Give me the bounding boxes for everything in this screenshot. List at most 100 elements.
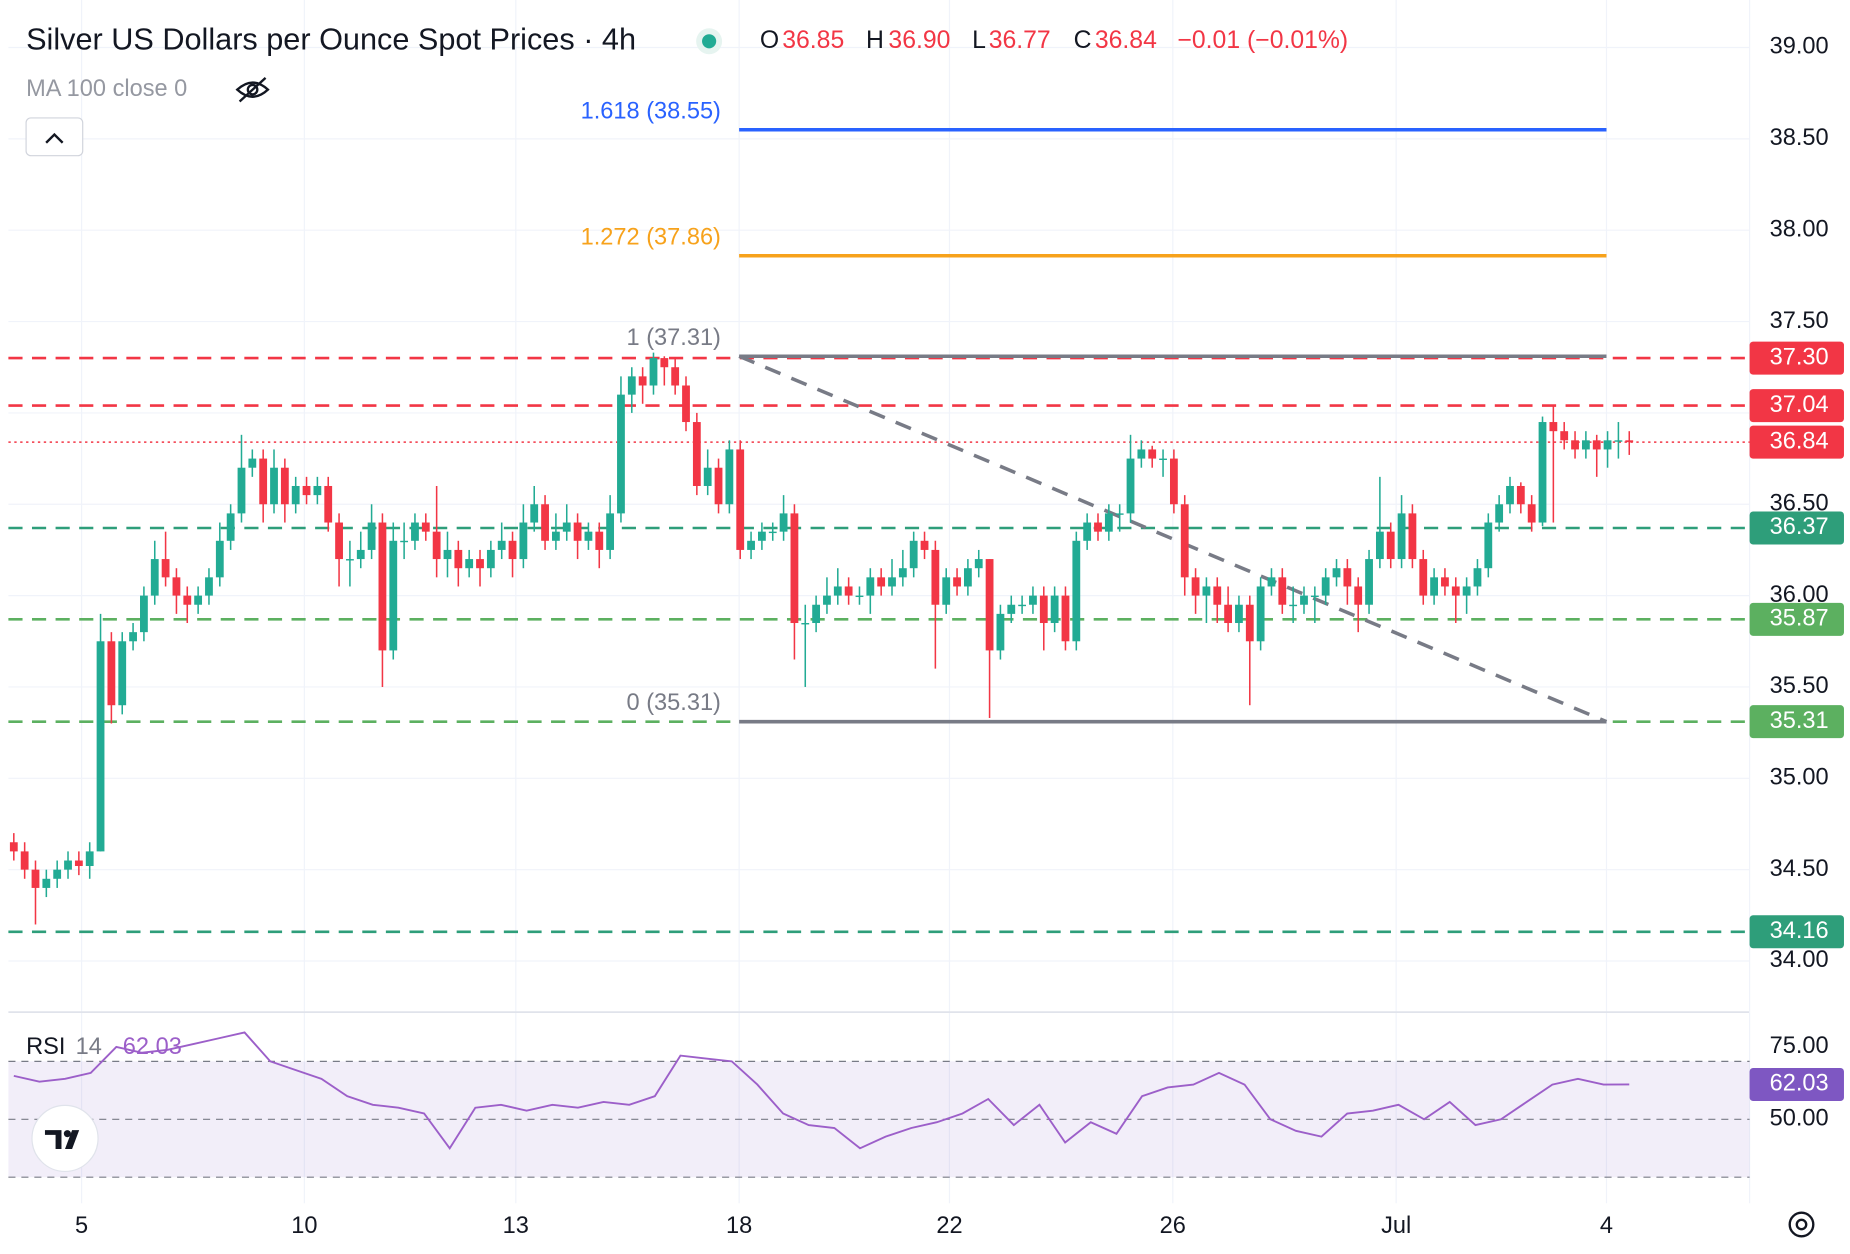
candle-body	[1375, 531, 1384, 560]
chart-title: Silver US Dollars per Ounce Spot Prices …	[26, 22, 636, 56]
candle-body	[1224, 604, 1233, 624]
rsi-tick-label: 50.00	[1770, 1105, 1829, 1131]
candle-body	[573, 522, 582, 541]
candle-body	[172, 577, 181, 596]
price-tag-label: 35.87	[1770, 605, 1829, 631]
candle-body	[465, 559, 474, 569]
status-dot	[702, 34, 717, 49]
candle-body	[888, 577, 896, 587]
candle-body	[1560, 431, 1569, 441]
candle-body	[627, 376, 636, 395]
y-tick-label: 36.50	[1770, 489, 1829, 515]
candle-body	[942, 577, 951, 605]
candle-body	[768, 531, 777, 534]
candle-body	[1137, 449, 1146, 459]
rsi-tag-label: 62.03	[1770, 1070, 1829, 1096]
candle-body	[324, 485, 333, 523]
ohlc-value: 36.77	[989, 27, 1051, 54]
candle-body	[411, 522, 419, 541]
rsi-period: 14	[76, 1033, 102, 1059]
candle-body	[660, 358, 669, 368]
hide-icon[interactable]	[235, 76, 270, 103]
x-tick-label: 5	[75, 1212, 88, 1238]
logo[interactable]	[31, 1104, 99, 1173]
price-tag	[1749, 341, 1844, 375]
candle-body	[1159, 458, 1167, 460]
candle-body	[1473, 568, 1482, 587]
candle-body	[486, 549, 495, 569]
candle-body	[1191, 577, 1200, 596]
candle-body	[562, 522, 571, 532]
candle-body	[259, 458, 268, 505]
candle-body	[519, 522, 528, 560]
settings-icon[interactable]	[1788, 1211, 1815, 1238]
candle-body	[1072, 540, 1081, 642]
candle-body	[161, 559, 170, 578]
candle-body	[833, 586, 842, 596]
candle-body	[20, 851, 29, 870]
candle-body	[1430, 577, 1439, 596]
candle-body	[183, 595, 192, 605]
price-tag-label: 37.30	[1770, 343, 1829, 369]
x-tick-label: 26	[1160, 1212, 1186, 1238]
candle-body	[703, 467, 712, 486]
trendline	[738, 354, 1608, 724]
candle-body	[74, 860, 83, 867]
candle-body	[541, 504, 549, 541]
candle-body	[1267, 577, 1276, 587]
candle-body	[1343, 568, 1352, 587]
candle-body	[367, 522, 376, 550]
candle-body	[1039, 595, 1048, 624]
candle-body	[400, 540, 409, 543]
y-tick-label: 34.50	[1770, 855, 1829, 881]
candle-body	[508, 540, 517, 560]
candle-body	[1538, 422, 1547, 523]
candle-body	[931, 549, 940, 605]
ohlc-key: O	[760, 27, 779, 54]
collapse-button[interactable]	[25, 117, 84, 157]
candle-body	[1527, 504, 1536, 523]
candle-body	[389, 540, 398, 651]
price-tag	[1749, 511, 1844, 545]
candle-body	[497, 540, 506, 550]
candle-body	[801, 623, 810, 625]
candle-body	[790, 513, 799, 624]
y-tick-label: 38.00	[1770, 215, 1829, 241]
price-tag-label: 37.04	[1770, 391, 1829, 417]
candle-body	[606, 513, 615, 550]
rsi-value: 62.03	[123, 1033, 182, 1059]
candle-body	[270, 467, 278, 505]
candle-body	[552, 531, 560, 541]
candle-body	[1115, 513, 1124, 515]
candle-body	[1603, 440, 1612, 450]
candle-body	[443, 549, 452, 560]
x-tick-label: 4	[1600, 1212, 1613, 1238]
candle-body	[1278, 577, 1287, 605]
candle-body	[1018, 604, 1027, 607]
fib-label: 1 (37.31)	[627, 324, 721, 350]
candle-body	[1148, 449, 1157, 459]
candle-body	[584, 531, 593, 541]
candle-body	[96, 641, 105, 852]
candle-body	[118, 641, 127, 706]
fib-label: 1.618 (38.55)	[581, 97, 721, 123]
candle-body	[1386, 531, 1395, 560]
candle-body	[617, 394, 625, 514]
candle-body	[205, 577, 213, 596]
candle-body	[1484, 522, 1493, 569]
price-tag-label: 36.37	[1770, 513, 1829, 539]
candle-body	[855, 595, 864, 598]
candle-body	[237, 467, 246, 514]
candle-body	[682, 385, 690, 423]
indicator-legend: MA 100 close 0	[26, 75, 187, 101]
candle-body	[736, 449, 745, 550]
candle-body	[725, 449, 734, 505]
candle-body	[378, 522, 387, 651]
candle-body	[194, 595, 203, 605]
candle-body	[1126, 458, 1135, 514]
candle-body	[1202, 586, 1211, 596]
fib-label: 1.272 (37.86)	[581, 223, 721, 249]
y-tick-label: 38.50	[1770, 124, 1829, 150]
